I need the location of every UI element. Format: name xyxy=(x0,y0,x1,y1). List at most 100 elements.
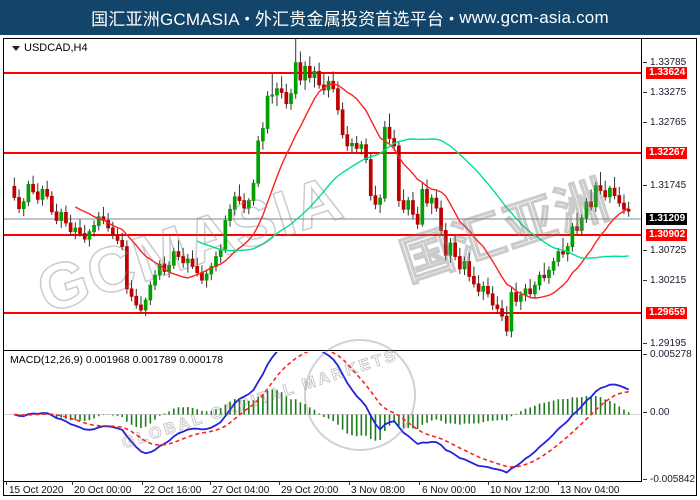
level-price-tag[interactable]: 1.30902 xyxy=(646,229,688,241)
candlestick xyxy=(457,247,462,274)
candlestick xyxy=(547,266,551,284)
price-tick-label: 1.29195 xyxy=(643,338,686,349)
price-tick-label: 1.30725 xyxy=(643,246,686,256)
candlestick xyxy=(256,135,261,187)
candlestick xyxy=(298,51,303,85)
candlestick xyxy=(533,281,537,299)
candlestick xyxy=(261,122,265,150)
candlestick xyxy=(185,254,190,273)
candlestick xyxy=(148,281,153,306)
candlestick xyxy=(397,140,401,207)
candlestick xyxy=(514,282,518,307)
candlestick xyxy=(214,251,218,272)
level-price-tag[interactable]: 1.29659 xyxy=(646,307,688,319)
candlestick xyxy=(429,194,434,215)
candlestick xyxy=(434,189,439,212)
symbol-label[interactable]: USDCAD,H4 xyxy=(12,42,88,54)
candlestick xyxy=(382,121,387,202)
candlestick xyxy=(331,71,336,93)
time-tick xyxy=(210,481,211,485)
time-tick xyxy=(72,481,73,485)
time-tick xyxy=(6,481,7,485)
candlestick xyxy=(242,193,246,214)
candlestick xyxy=(378,194,382,214)
candlestick xyxy=(490,286,495,310)
level-price-tag[interactable]: 1.32267 xyxy=(646,147,688,159)
candlestick xyxy=(218,244,223,263)
candlestick xyxy=(31,175,35,195)
candlestick xyxy=(373,185,378,210)
candlestick xyxy=(171,247,176,269)
macd-series-line xyxy=(14,352,630,474)
candlestick xyxy=(598,172,603,195)
candlestick xyxy=(12,177,17,201)
candlestick xyxy=(246,198,251,215)
chevron-down-icon[interactable] xyxy=(12,45,20,51)
time-tick-label: 3 Nov 08:00 xyxy=(351,485,405,496)
candlestick xyxy=(157,260,162,281)
time-tick-label: 6 Nov 00:00 xyxy=(422,485,476,496)
candlestick xyxy=(350,138,354,154)
candlestick xyxy=(570,222,575,252)
candlestick xyxy=(153,270,157,291)
candlestick xyxy=(326,76,331,98)
time-axis: 15 Oct 2020 20 Oct 00:00 22 Oct 16:00 27 Oc… xyxy=(4,481,697,496)
level-price-tag[interactable]: 1.33624 xyxy=(646,67,688,79)
candlestick xyxy=(415,206,420,230)
candlestick xyxy=(500,300,504,322)
candlestick xyxy=(354,135,359,153)
candlestick xyxy=(504,306,509,337)
candlestick xyxy=(110,221,115,240)
candlestick xyxy=(443,222,448,261)
candlestick xyxy=(26,180,31,207)
candlestick xyxy=(593,181,598,212)
candlestick xyxy=(420,181,425,227)
candlestick xyxy=(134,288,139,309)
candlestick xyxy=(542,262,547,282)
candlestick xyxy=(87,229,92,247)
candlestick xyxy=(303,61,307,90)
candlestick xyxy=(21,198,26,217)
candlestick xyxy=(228,204,232,227)
candlestick xyxy=(73,222,78,240)
candlestick xyxy=(509,287,514,338)
candlestick xyxy=(35,183,40,204)
candlestick xyxy=(425,179,429,207)
candlestick xyxy=(467,252,472,282)
candlestick xyxy=(96,211,101,231)
candlestick xyxy=(45,180,50,200)
candlestick xyxy=(462,256,467,276)
candlestick xyxy=(401,189,406,214)
banner-subtitle-cn: 外汇贵金属投资首选平台 xyxy=(254,10,445,29)
candlestick xyxy=(129,280,134,302)
candlestick xyxy=(551,257,556,276)
candlestick xyxy=(270,73,275,104)
time-tick xyxy=(488,481,489,485)
current-price-tag[interactable]: 1.31209 xyxy=(646,213,688,225)
candlestick xyxy=(143,297,148,317)
candlestick xyxy=(453,234,458,261)
candlestick xyxy=(387,113,392,144)
price-tick-label: 1.32765 xyxy=(643,117,686,128)
symbol-label-text: USDCAD,H4 xyxy=(24,42,88,54)
candlestick xyxy=(82,224,87,243)
candlestick xyxy=(608,185,612,204)
time-tick-label: 27 Oct 04:00 xyxy=(212,485,270,496)
banner-url: www.gcm-asia.com xyxy=(459,7,609,27)
candlestick xyxy=(209,262,214,281)
time-tick-label: 10 Nov 12:00 xyxy=(490,485,550,496)
candlestick xyxy=(612,176,617,200)
macd-tick-label: 0.005278 xyxy=(643,350,692,360)
candlestick xyxy=(293,39,298,99)
candlestick xyxy=(265,91,270,134)
candlestick xyxy=(101,206,106,225)
time-tick-label: 20 Oct 00:00 xyxy=(74,485,132,496)
chart-frame: GCMASIA 国汇亚洲 GLOBAL CAPITAL MARKETS USDC… xyxy=(3,38,697,496)
price-axis[interactable]: 1.33785 1.33275 1.32765 1.31745 1.30725 1.302… xyxy=(642,39,697,484)
price-pane[interactable] xyxy=(4,39,641,351)
macd-pane[interactable] xyxy=(4,352,641,482)
candlestick xyxy=(200,265,204,284)
price-tick-label: 1.30215 xyxy=(643,276,686,286)
time-tick-label: 15 Oct 2020 xyxy=(9,485,64,496)
candlestick xyxy=(64,205,68,227)
